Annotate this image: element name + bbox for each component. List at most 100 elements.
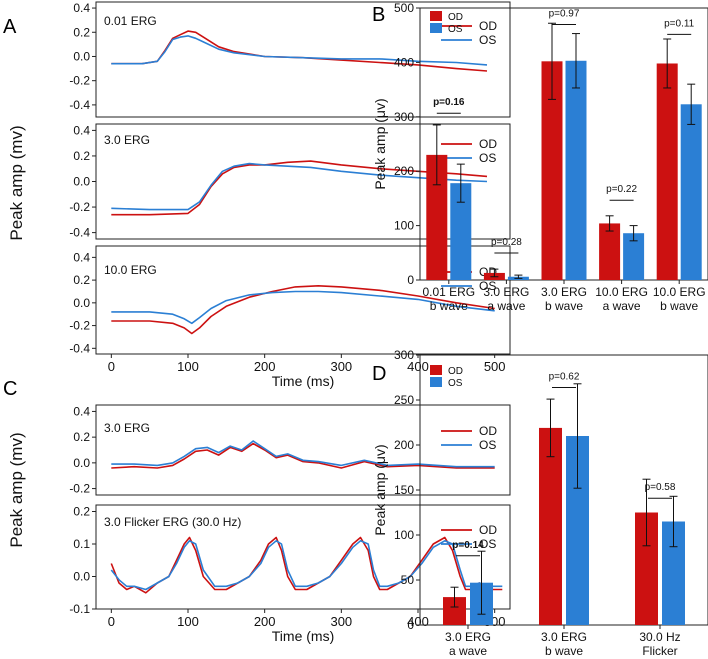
category-label: a wave — [603, 299, 641, 313]
category-label: 30.0 Hz — [639, 630, 680, 644]
series-line-os — [111, 440, 495, 468]
panel-title: 3.0 ERG — [104, 421, 150, 435]
y-tick-label: -0.4 — [69, 341, 90, 355]
bar-od — [443, 597, 466, 625]
y-tick-label: -0.2 — [69, 74, 90, 88]
category-label: Flicker — [642, 644, 677, 658]
y-tick-label: 0.4 — [73, 404, 90, 418]
bar-os — [662, 521, 685, 625]
bar-os — [680, 104, 702, 281]
bar-os — [623, 233, 645, 280]
series-line-os — [111, 290, 495, 325]
bar-od — [426, 154, 448, 280]
p-value-label: p=0.58 — [645, 482, 676, 493]
y-tick-label: 400 — [394, 55, 414, 69]
category-label: 10.0 ERG — [595, 285, 648, 299]
panel-letter-c: C — [3, 378, 17, 400]
legend-swatch-os — [430, 23, 442, 33]
series-line-od — [111, 442, 495, 469]
y-tick-label: 300 — [394, 348, 414, 362]
panel-letter-d: D — [372, 363, 386, 385]
y-tick-label: -0.2 — [69, 319, 90, 333]
p-value-label: p=0.14 — [452, 540, 484, 551]
y-tick-label: 0 — [407, 618, 414, 632]
x-tick-label: 200 — [254, 359, 276, 374]
category-label: a wave — [487, 299, 525, 313]
plot-frame — [95, 245, 511, 355]
x-tick-label: 500 — [484, 359, 506, 374]
panel-title: 3.0 ERG — [104, 133, 150, 147]
series-line-os — [111, 162, 488, 211]
plot-frame — [95, 1, 511, 118]
y-axis-label: Peak amp (μv) — [372, 444, 388, 535]
y-tick-label: 200 — [394, 164, 414, 178]
y-tick-label: 0.0 — [73, 296, 90, 310]
y-axis-label: Peak amp (mv) — [7, 432, 26, 547]
legend-label-od: OD — [448, 366, 463, 377]
legend-label-os: OS — [448, 378, 463, 389]
plot-frame — [95, 504, 511, 610]
bar-od — [656, 63, 678, 280]
line-panel-a2: 0.4 0.2 0.0 -0.2 -0.4 Peak amp (mv) 3.0 ERG ODO… — [7, 123, 511, 241]
x-tick-label: 300 — [330, 359, 352, 374]
p-value-label: p=0.97 — [549, 9, 580, 20]
y-tick-label: 300 — [394, 110, 414, 124]
category-label: a wave — [449, 644, 487, 658]
series-line-od — [111, 30, 488, 72]
legend-label-os: OS — [479, 151, 496, 165]
y-tick-label: -0.2 — [69, 200, 90, 214]
category-label: b wave — [660, 299, 698, 313]
x-tick-label: 0 — [108, 614, 115, 629]
x-axis-label: Time (ms) — [272, 373, 334, 389]
y-tick-label: 0.2 — [73, 273, 90, 287]
category-label: 3.0 ERG — [541, 630, 587, 644]
p-value-label: p=0.22 — [606, 184, 637, 195]
bar-od — [599, 223, 621, 280]
bar-od — [539, 427, 562, 625]
y-tick-label: 0.0 — [73, 456, 90, 470]
x-axis-label: Time (ms) — [272, 628, 334, 644]
p-value-label: p=0.62 — [549, 372, 580, 383]
plot-frame — [95, 123, 511, 240]
y-tick-label: 0.0 — [73, 49, 90, 63]
legend-label-od: OD — [448, 12, 463, 23]
y-tick-label: -0.4 — [69, 226, 90, 240]
y-tick-label: 0.2 — [73, 430, 90, 444]
x-tick-label: 0 — [108, 359, 115, 374]
y-tick-label: 500 — [394, 1, 414, 15]
y-tick-label: 0.1 — [73, 537, 90, 551]
legend-label-os: OS — [479, 438, 496, 452]
p-value-label: p=0.16 — [433, 97, 465, 108]
panel-title: 0.01 ERG — [104, 14, 157, 28]
y-tick-label: 0.2 — [73, 505, 90, 519]
y-tick-label: 0.0 — [73, 175, 90, 189]
category-label: b wave — [545, 299, 583, 313]
bar-od — [541, 61, 563, 281]
series-line-os — [110, 539, 503, 591]
panel-letter-b: B — [372, 4, 385, 26]
x-tick-label: 200 — [254, 614, 276, 629]
category-label: 3.0 ERG — [541, 285, 587, 299]
legend-swatch-od — [430, 365, 442, 375]
panel-title: 10.0 ERG — [104, 263, 157, 277]
y-axis-label: Peak amp (μv) — [372, 98, 388, 189]
y-tick-label: 200 — [394, 438, 414, 452]
category-label: 3.0 ERG — [445, 630, 491, 644]
p-value-label: p=0.28 — [491, 237, 522, 248]
y-tick-label: 0.4 — [73, 1, 90, 15]
legend-swatch-od — [430, 11, 442, 21]
y-tick-label: 0 — [407, 273, 414, 287]
y-tick-label: 0.4 — [73, 250, 90, 264]
bar-os — [450, 183, 472, 280]
legend-label-os: OS — [479, 33, 496, 47]
category-label: 3.0 ERG — [483, 285, 529, 299]
series-line-od — [110, 536, 503, 594]
category-label: b wave — [430, 299, 468, 313]
x-tick-label: 100 — [177, 359, 199, 374]
